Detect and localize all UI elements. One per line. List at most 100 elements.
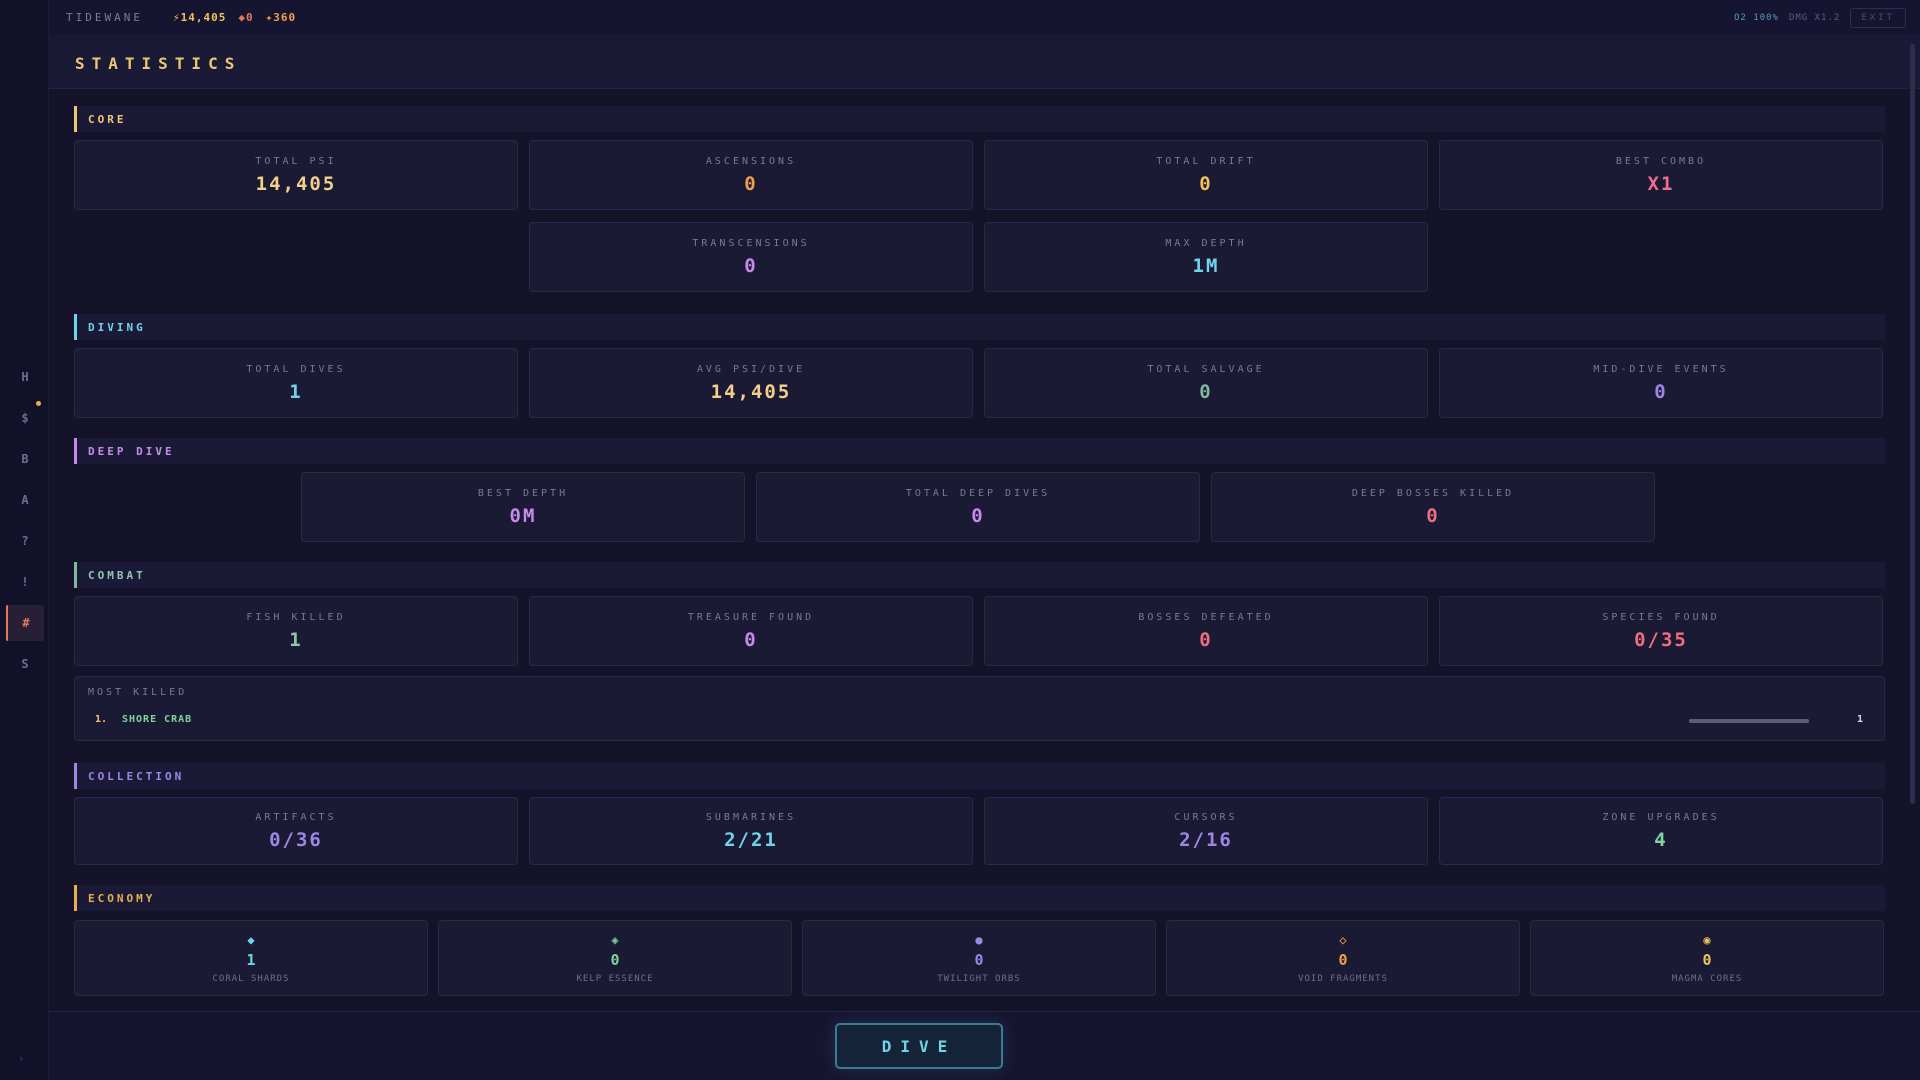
stat-mid-dive-events: MID-DIVE EVENTS 0 [1439,348,1883,418]
stat-value: 1 [289,380,303,403]
stat-label: CURSORS [1174,811,1238,823]
most-killed-bar [1689,719,1809,723]
nav-bestiary[interactable]: B [21,452,29,466]
stat-label: MAX DEPTH [1165,237,1247,249]
section-collection: COLLECTION [74,763,1885,789]
nav-settings[interactable]: S [21,657,29,671]
stat-zone-upgrades: ZONE UPGRADES 4 [1439,797,1883,865]
stat-best-combo: BEST COMBO X1 [1439,140,1883,210]
economy-void-fragments: ◇ 0 VOID FRAGMENTS [1166,920,1520,996]
stat-label: KELP ESSENCE [576,973,654,984]
stat-value: 2/16 [1179,828,1233,851]
stat-value: 14,405 [255,172,337,195]
stat-value: 2/21 [724,828,778,851]
page-title: STATISTICS [75,54,242,73]
stat-label: TRANSCENSIONS [692,237,810,249]
stat-label: ZONE UPGRADES [1602,811,1720,823]
sidebar: H $ B A ? ! # S › [0,0,49,1080]
stat-label: TOTAL DRIFT [1156,155,1256,167]
stat-total-deep-dives: TOTAL DEEP DIVES 0 [756,472,1200,542]
stat-avg-psi: AVG PSI/DIVE 14,405 [529,348,973,418]
stat-label: BEST COMBO [1615,155,1707,167]
void-fragment-icon: ◇ [1339,932,1347,947]
stat-label: TOTAL PSI [255,155,337,167]
stat-ascensions: ASCENSIONS 0 [529,140,973,210]
stat-value: 0 [1702,950,1712,969]
nav-home[interactable]: H [21,370,29,384]
stat-total-salvage: TOTAL SALVAGE 0 [984,348,1428,418]
stat-label: TOTAL DEEP DIVES [905,487,1051,499]
nav-artifacts[interactable]: A [21,493,29,507]
section-diving: DIVING [74,314,1885,340]
sidebar-collapse-icon[interactable]: › [18,1052,25,1065]
most-killed-name: SHORE CRAB [122,714,193,725]
stat-total-drift: TOTAL DRIFT 0 [984,140,1428,210]
damage-readout: DMG X1.2 [1788,12,1841,23]
stat-value: 0/36 [269,828,323,851]
notification-dot [36,401,41,406]
stat-value: 0 [1199,380,1213,403]
economy-coral-shards: ◆ 1 CORAL SHARDS [74,920,428,996]
stat-value: 0 [971,504,985,527]
gem-counter: ◆0 [238,11,254,24]
nav-help[interactable]: ? [21,534,29,548]
stat-label: TWILIGHT ORBS [937,973,1021,984]
stat-value: 0 [1426,504,1440,527]
stat-fish-killed: FISH KILLED 1 [74,596,518,666]
stat-treasure-found: TREASURE FOUND 0 [529,596,973,666]
stat-label: DEEP BOSSES KILLED [1351,487,1515,499]
stat-value: 4 [1654,828,1668,851]
stat-deep-bosses-killed: DEEP BOSSES KILLED 0 [1211,472,1655,542]
dive-button[interactable]: DIVE [835,1023,1003,1069]
stat-label: VOID FRAGMENTS [1298,973,1388,984]
stat-transcensions: TRANSCENSIONS 0 [529,222,973,292]
stat-value: 0/35 [1634,628,1688,651]
twilight-orb-icon: ● [975,932,983,947]
stat-value: 14,405 [710,380,792,403]
stat-best-depth: BEST DEPTH 0M [301,472,745,542]
game-title: TIDEWANE [66,11,143,24]
stat-total-dives: TOTAL DIVES 1 [74,348,518,418]
nav-shop[interactable]: $ [21,411,29,425]
stat-value: 0 [744,172,758,195]
nav-statistics[interactable]: # [6,605,44,641]
magma-core-icon: ◉ [1703,932,1711,947]
stat-label: MAGMA CORES [1671,973,1743,984]
stat-value: 0 [1199,172,1213,195]
section-combat: COMBAT [74,562,1885,588]
stat-value: 0 [744,628,758,651]
economy-magma-cores: ◉ 0 MAGMA CORES [1530,920,1884,996]
scrollbar[interactable] [1910,44,1915,804]
statistics-content: CORE TOTAL PSI 14,405 ASCENSIONS 0 TOTAL D… [49,89,1920,1011]
section-deep-dive: DEEP DIVE [74,438,1885,464]
stat-bosses-defeated: BOSSES DEFEATED 0 [984,596,1428,666]
most-killed-bar-fill [1689,719,1809,723]
economy-twilight-orbs: ● 0 TWILIGHT ORBS [802,920,1156,996]
coral-shard-icon: ◆ [247,932,255,947]
stat-label: ARTIFACTS [255,811,337,823]
stat-value: X1 [1647,172,1675,195]
star-counter: ✦360 [265,11,297,24]
most-killed-count: 1 [1857,714,1864,725]
stat-total-psi: TOTAL PSI 14,405 [74,140,518,210]
stat-label: BEST DEPTH [477,487,569,499]
exit-button[interactable]: EXIT [1850,7,1906,28]
nav-events[interactable]: ! [21,575,29,589]
psi-counter: ⚡14,405 [172,11,227,24]
stat-value: 1 [246,950,256,969]
statistics-header: STATISTICS [49,35,1920,89]
stat-value: 0 [974,950,984,969]
stat-label: TOTAL SALVAGE [1147,363,1265,375]
topbar: TIDEWANE ⚡14,405 ◆0 ✦360 O2 100% DMG X1.… [49,0,1920,35]
economy-kelp-essence: ◈ 0 KELP ESSENCE [438,920,792,996]
stat-submarines: SUBMARINES 2/21 [529,797,973,865]
section-core: CORE [74,106,1885,132]
section-economy: ECONOMY [74,885,1885,911]
footer-bar: DIVE [49,1011,1920,1080]
stat-value: 1 [289,628,303,651]
stat-artifacts: ARTIFACTS 0/36 [74,797,518,865]
stat-value: 0 [1338,950,1348,969]
stat-value: 0 [610,950,620,969]
stat-species-found: SPECIES FOUND 0/35 [1439,596,1883,666]
stat-max-depth: MAX DEPTH 1M [984,222,1428,292]
